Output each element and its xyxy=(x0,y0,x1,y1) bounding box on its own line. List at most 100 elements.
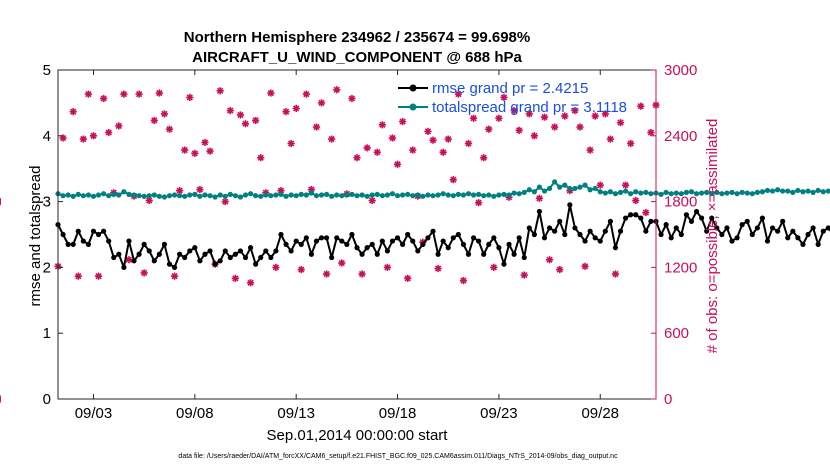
rmse-point xyxy=(744,218,750,224)
spread-point xyxy=(546,185,553,192)
spread-point xyxy=(719,191,725,197)
rmse-point xyxy=(617,228,624,234)
obs-count-point xyxy=(596,181,604,189)
rmse-point xyxy=(242,254,249,261)
legend: rmse grand pr = 2.4215 totalspread grand… xyxy=(398,80,627,116)
obs-count-point xyxy=(282,108,290,116)
rmse-point xyxy=(329,254,335,261)
obs-count-point xyxy=(221,198,229,206)
spread-point xyxy=(678,191,684,197)
y-left-tick-label: 3 xyxy=(43,194,51,211)
rmse-point xyxy=(709,215,715,221)
rmse-point xyxy=(521,254,527,261)
rmse-point xyxy=(450,235,456,241)
spread-point xyxy=(633,189,639,195)
x-tick-label: 09/13 xyxy=(277,405,315,422)
spread-point xyxy=(445,192,451,198)
obs-count-point xyxy=(226,106,234,115)
y-left-tick-label: 0 xyxy=(43,391,51,408)
spread-point xyxy=(242,192,249,198)
obs-count-point xyxy=(236,111,245,119)
rmse-point xyxy=(465,251,472,257)
spread-point xyxy=(101,191,107,197)
spread-point xyxy=(95,192,102,198)
obs-count-point xyxy=(302,90,310,98)
obs-count-point xyxy=(475,199,483,207)
obs-count-point xyxy=(535,194,544,202)
rmse-point xyxy=(688,218,695,224)
spread-point xyxy=(293,193,299,199)
spread-point xyxy=(481,193,487,199)
spread-point xyxy=(440,191,446,197)
rmse-point xyxy=(136,251,142,257)
rmse-point xyxy=(430,228,436,234)
rmse-point xyxy=(334,235,340,241)
rmse-point xyxy=(587,228,593,234)
obs-count-point xyxy=(353,154,361,162)
rmse-point xyxy=(557,218,563,224)
rmse-point xyxy=(400,241,406,247)
spread-point xyxy=(673,190,679,196)
rmse-point xyxy=(704,228,710,234)
rmse-point xyxy=(460,241,467,247)
spread-point xyxy=(349,191,355,197)
obs-count-point xyxy=(611,270,620,278)
obs-count-point xyxy=(449,176,457,184)
spread-point xyxy=(258,193,264,199)
rmse-point xyxy=(633,212,639,218)
spread-point xyxy=(541,188,548,194)
rmse-point xyxy=(628,212,634,218)
rmse-point xyxy=(506,241,512,247)
rmse-point xyxy=(80,238,86,244)
rmse-point xyxy=(795,235,801,241)
obs-count-point xyxy=(160,110,169,118)
legend-rmse-marker xyxy=(409,84,417,92)
totalspread-line xyxy=(57,180,830,198)
spread-point xyxy=(628,191,634,197)
rmse-point xyxy=(101,228,107,234)
spread-point xyxy=(263,192,269,198)
spread-point xyxy=(648,191,654,197)
rmse-point xyxy=(85,241,92,247)
y-axis-right-ticks: 0 600 1200 1800 2400 3000 xyxy=(651,62,697,408)
obs-count-point xyxy=(115,122,123,130)
spread-point xyxy=(552,179,558,185)
spread-point xyxy=(323,191,330,197)
spread-point xyxy=(313,193,320,199)
rmse-point xyxy=(131,258,137,264)
y-left-tick-label: 1 xyxy=(43,325,51,342)
rmse-point xyxy=(526,225,532,231)
spread-point xyxy=(511,190,517,196)
spread-point xyxy=(116,192,122,198)
spread-point xyxy=(663,189,669,195)
obs-count-point xyxy=(317,99,326,107)
spread-point xyxy=(237,194,244,200)
rmse-point xyxy=(323,235,330,241)
rmse-point xyxy=(663,222,669,228)
spread-point xyxy=(171,192,178,198)
obs-count-point xyxy=(176,187,184,195)
spread-point xyxy=(815,187,821,194)
obs-count-point xyxy=(464,139,473,148)
obs-count-point xyxy=(571,106,579,115)
obs-count-point xyxy=(606,135,614,143)
obs-count-point xyxy=(135,90,143,98)
obs-count-point xyxy=(459,276,468,285)
obs-count-point xyxy=(485,125,493,133)
rmse-point xyxy=(192,245,198,251)
spread-point xyxy=(268,193,274,199)
obs-count-point xyxy=(181,146,189,154)
rmse-point xyxy=(577,231,583,238)
spread-point xyxy=(60,193,66,199)
obs-count-point xyxy=(292,104,300,112)
spread-point xyxy=(283,193,289,199)
obs-count-point xyxy=(525,110,533,118)
spread-point xyxy=(496,192,502,198)
obs-count-point xyxy=(510,106,518,115)
rmse-point xyxy=(237,248,244,254)
rmse-point xyxy=(683,212,690,218)
rmse-point xyxy=(820,228,826,234)
spread-point xyxy=(643,189,649,195)
rmse-point xyxy=(496,245,502,251)
